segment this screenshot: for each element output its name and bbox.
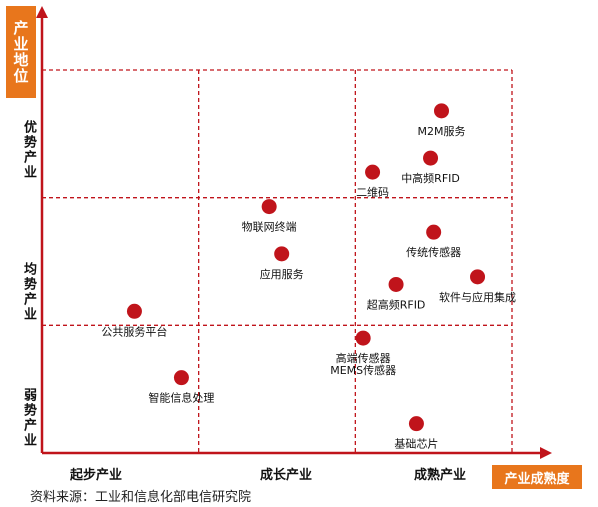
data-point-label: 传统传感器	[406, 246, 461, 259]
x-category-label: 成长产业	[259, 468, 313, 483]
data-point	[274, 246, 290, 262]
data-point-label: 智能信息处理	[148, 391, 214, 405]
source-note: 资料来源：工业和信息化部电信研究院	[30, 490, 252, 505]
grid-lines	[42, 69, 513, 453]
data-point-label: 超高频RFID	[367, 297, 426, 311]
data-point	[426, 224, 442, 240]
data-point	[408, 416, 424, 432]
x-axis-title: 产业成熟度	[492, 465, 582, 489]
y-category-label: 优势产业	[21, 120, 36, 180]
data-point-label: 软件与应用集成	[439, 290, 516, 304]
y-category-label: 均势产业	[21, 262, 36, 322]
data-point	[173, 370, 189, 386]
data-point	[261, 199, 277, 215]
data-point-label: 二维码	[356, 186, 389, 199]
data-point-label: 应用服务	[260, 267, 304, 281]
data-point	[470, 269, 486, 285]
data-point	[434, 103, 449, 119]
y-axis-arrow	[36, 6, 48, 18]
y-axis-title: 产业地位	[6, 6, 36, 98]
data-point-label: 物联网终端	[242, 220, 297, 234]
axes	[36, 6, 552, 459]
x-axis-arrow	[540, 447, 552, 459]
data-point	[355, 330, 371, 346]
data-point	[423, 150, 439, 166]
x-category-label: 起步产业	[69, 468, 123, 483]
data-point	[365, 164, 381, 180]
data-point-label: 中高频RFID	[401, 171, 460, 185]
data-point	[388, 276, 404, 292]
data-point-label: 基础芯片	[394, 437, 438, 451]
data-point-label: 高端传感器 MEMS传感器	[330, 351, 396, 377]
y-category-label: 弱势产业	[21, 388, 36, 448]
data-point	[126, 303, 142, 319]
data-point-label: 公共服务平台	[101, 324, 167, 338]
data-point-label: M2M服务	[418, 125, 466, 138]
x-category-label: 成熟产业	[413, 468, 467, 483]
